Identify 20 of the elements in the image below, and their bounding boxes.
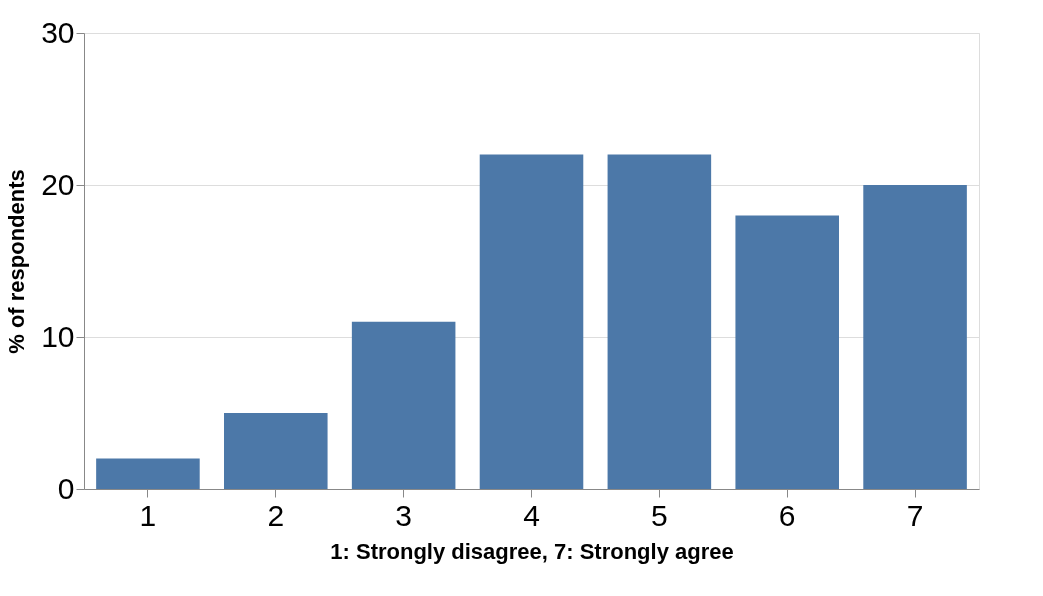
- x-tick-label: 5: [651, 498, 668, 532]
- y-tick-label: 10: [41, 319, 75, 353]
- bar: [479, 154, 584, 489]
- bar: [96, 458, 200, 489]
- x-tick-label: 1: [139, 498, 157, 532]
- y-tick-label: 0: [57, 471, 75, 505]
- x-axis-title: 1: Strongly disagree, 7: Strongly agree: [330, 538, 734, 564]
- y-tick-label: 30: [41, 15, 75, 49]
- y-axis-title: % of respondents: [4, 169, 30, 354]
- x-tick-label: 7: [906, 498, 924, 532]
- bar: [224, 413, 328, 489]
- x-tick-label: 4: [523, 498, 540, 532]
- x-tick-label: 2: [267, 498, 285, 532]
- y-tick-label: 20: [41, 167, 75, 201]
- bar: [351, 321, 456, 489]
- x-tick-label: 6: [778, 498, 796, 532]
- bar: [735, 215, 839, 489]
- x-tick-label: 3: [395, 498, 412, 532]
- bar: [863, 185, 967, 489]
- bar: [607, 154, 712, 489]
